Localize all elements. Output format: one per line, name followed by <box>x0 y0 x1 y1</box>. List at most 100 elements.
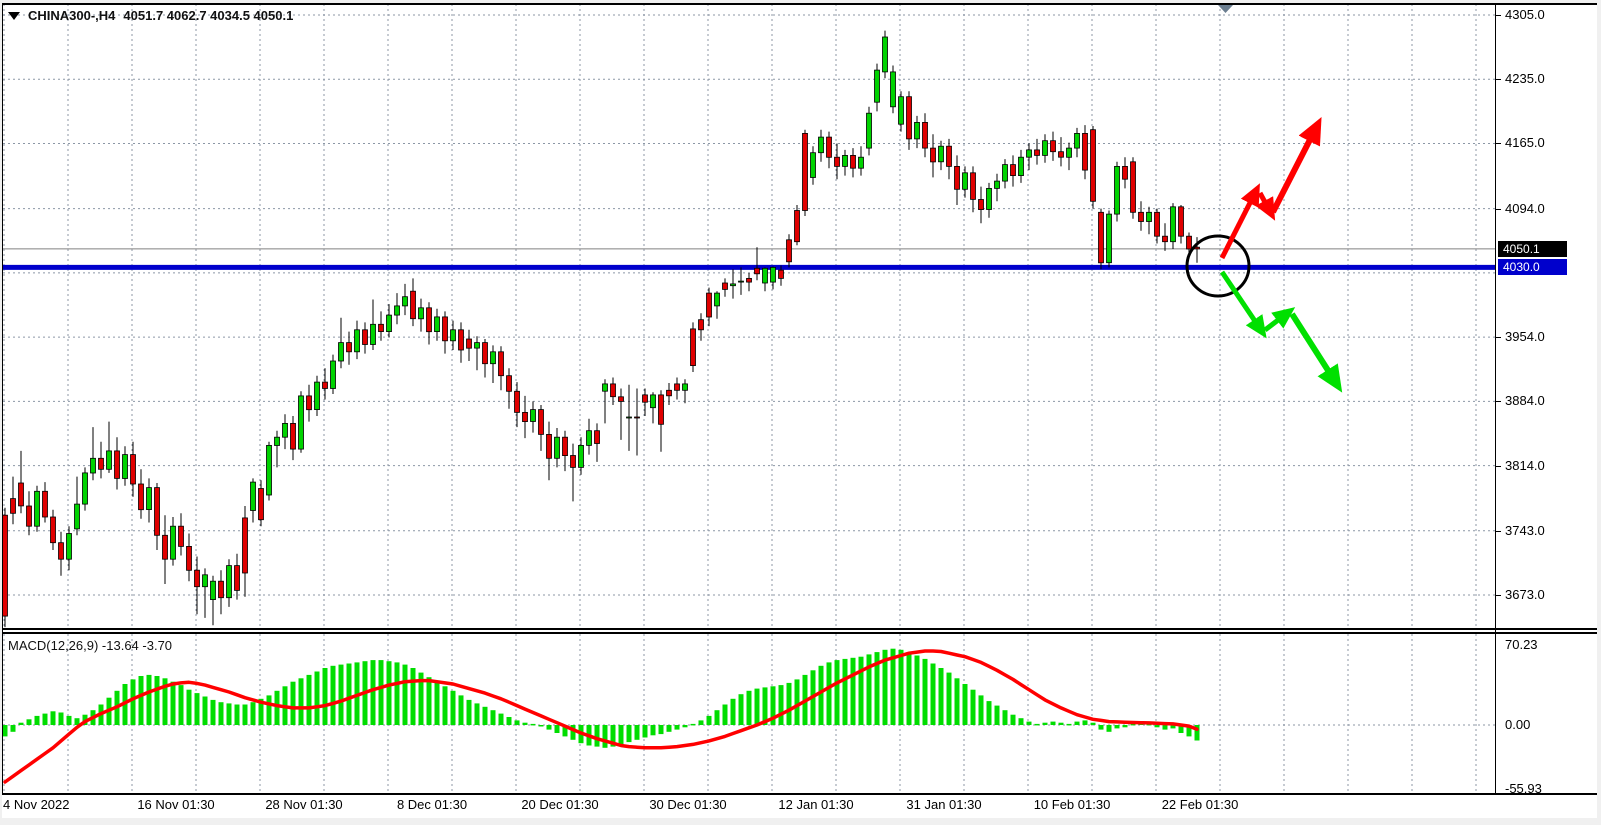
highlight-circle-annotation[interactable] <box>1185 234 1251 298</box>
macd-histogram-bar <box>858 656 864 725</box>
candle-body <box>274 436 280 446</box>
candle-body <box>762 267 768 284</box>
macd-histogram-bar <box>1018 718 1024 725</box>
price-tick-label: 3814.0 <box>1505 457 1545 473</box>
candle-body <box>74 503 80 530</box>
bearish-scenario-arrow[interactable] <box>1219 270 1267 339</box>
macd-histogram-bar <box>962 684 968 725</box>
candle-body <box>146 487 152 511</box>
macd-histogram-bar <box>1042 722 1048 725</box>
current-price-badge: 4050.1 <box>1498 240 1567 257</box>
price-tick-label: 3743.0 <box>1505 522 1545 538</box>
candle-body <box>130 454 136 485</box>
panel-separator-top[interactable] <box>2 628 1597 630</box>
macd-histogram-bar <box>1154 725 1160 728</box>
chart-left-border <box>2 3 3 793</box>
macd-histogram-bar <box>650 725 656 736</box>
macd-histogram-bar <box>34 715 40 725</box>
candle-body <box>354 329 360 353</box>
candle-body <box>154 487 160 536</box>
candle-body <box>778 269 784 279</box>
candle-body <box>370 323 376 345</box>
candle-body <box>586 430 592 446</box>
bullish-scenario-arrow[interactable] <box>1219 183 1260 260</box>
price-tick-label: 4094.0 <box>1505 200 1545 216</box>
candle-body <box>178 525 184 547</box>
macd-histogram-bar <box>746 690 752 725</box>
candle-body <box>962 172 968 190</box>
panel-separator-bottom[interactable] <box>2 632 1597 634</box>
candle-body <box>170 525 176 560</box>
macd-histogram-bar <box>1058 722 1064 725</box>
candle-body <box>714 292 720 307</box>
macd-histogram-bar <box>530 723 536 726</box>
macd-histogram-bar <box>474 703 480 725</box>
candle-body <box>906 96 912 140</box>
candle-body <box>290 422 296 450</box>
price-axis[interactable]: 4305.0 4235.0 4165.0 4094.0 3954.0 3884.0 3814… <box>1496 0 1597 816</box>
price-tick-label: 3884.0 <box>1505 393 1545 409</box>
candle-body <box>1186 235 1192 250</box>
candle-body <box>794 210 800 243</box>
macd-histogram-bar <box>666 725 672 732</box>
candle-body <box>386 314 392 333</box>
candle-body <box>34 490 40 527</box>
candle-body <box>1130 161 1136 213</box>
candle-body <box>226 565 232 599</box>
macd-histogram-bar <box>1082 720 1088 725</box>
symbol-dropdown-icon[interactable] <box>8 11 20 20</box>
candle-body <box>1098 211 1104 264</box>
candle-body <box>458 329 464 351</box>
time-tick-label: 20 Dec 01:30 <box>521 797 599 812</box>
candle-body <box>610 383 616 398</box>
macd-histogram-bar <box>482 706 488 725</box>
macd-histogram-bar <box>1186 725 1192 737</box>
support-horizontal-line[interactable] <box>3 264 1495 270</box>
candle-body <box>210 580 216 601</box>
symbol-ohlc-values: 4051.7 4062.7 4034.5 4050.1 <box>123 8 294 23</box>
macd-histogram-bar <box>794 679 800 725</box>
candle-body <box>298 395 304 450</box>
macd-histogram-bar <box>1066 723 1072 726</box>
bullish-scenario-arrow[interactable] <box>1270 117 1322 214</box>
candle-body <box>706 292 712 318</box>
candle-body <box>682 383 688 391</box>
macd-histogram-bar <box>1162 725 1168 730</box>
bullish-scenario-arrow[interactable] <box>1255 191 1276 221</box>
candle-body <box>810 152 816 178</box>
candle-body <box>890 71 896 108</box>
price-tick-label: 4165.0 <box>1505 135 1545 151</box>
candle-body <box>634 416 640 419</box>
price-tick-mark <box>1496 337 1501 339</box>
macd-histogram-bar <box>610 725 616 747</box>
candle-body <box>474 342 480 349</box>
scroll-end-marker-icon[interactable] <box>1218 5 1233 13</box>
macd-indicator-chart[interactable] <box>0 634 1601 793</box>
macd-histogram-bar <box>346 663 352 725</box>
main-price-chart[interactable] <box>0 0 1601 632</box>
candle-body <box>834 156 840 167</box>
candle-body <box>994 180 1000 189</box>
candle-body <box>1050 140 1056 153</box>
macd-histogram-bar <box>1114 725 1120 729</box>
bearish-scenario-arrow[interactable] <box>1289 312 1343 393</box>
macd-histogram-bar <box>194 693 200 725</box>
time-axis[interactable]: 4 Nov 2022 16 Nov 01:30 28 Nov 01:30 8 Dec … <box>0 795 1597 816</box>
candle-body <box>858 156 864 169</box>
candle-body <box>1122 165 1128 180</box>
price-tick-mark <box>1496 79 1501 81</box>
macd-histogram-bar <box>418 672 424 725</box>
macd-histogram-bar <box>26 719 32 725</box>
candle-body <box>434 316 440 332</box>
macd-histogram-bar <box>58 712 64 725</box>
candle-body <box>938 145 944 163</box>
candle-body <box>418 307 424 320</box>
candle-body <box>114 450 120 479</box>
candle-body <box>250 481 256 511</box>
macd-histogram-bar <box>394 662 400 725</box>
macd-histogram-bar <box>818 665 824 725</box>
candle-body <box>338 342 344 362</box>
bearish-scenario-arrow[interactable] <box>1263 307 1296 332</box>
macd-histogram-bar <box>402 664 408 725</box>
